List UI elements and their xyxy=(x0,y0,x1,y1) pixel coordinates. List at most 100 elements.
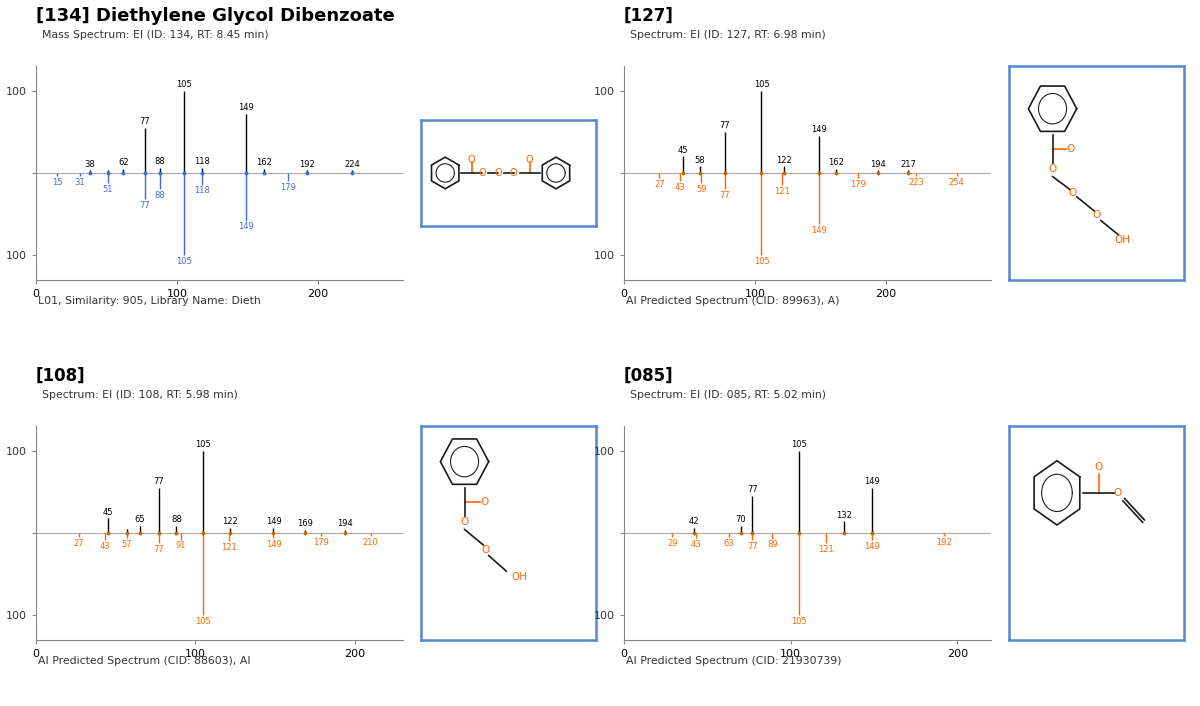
Text: 105: 105 xyxy=(791,617,806,626)
Text: 169: 169 xyxy=(298,519,313,528)
Text: 162: 162 xyxy=(257,158,272,167)
Text: 77: 77 xyxy=(139,117,150,126)
Text: O: O xyxy=(1066,144,1074,154)
Text: 31: 31 xyxy=(74,178,85,187)
Text: O: O xyxy=(1049,164,1057,174)
Text: 45: 45 xyxy=(102,508,113,517)
Text: 51: 51 xyxy=(103,184,113,193)
Text: 179: 179 xyxy=(851,179,866,189)
Text: 77: 77 xyxy=(154,544,164,554)
Text: 105: 105 xyxy=(176,257,192,266)
Text: 118: 118 xyxy=(194,186,210,195)
Text: O: O xyxy=(481,545,490,555)
Text: 105: 105 xyxy=(176,80,192,89)
Text: 88: 88 xyxy=(155,191,166,200)
Text: 192: 192 xyxy=(299,160,314,169)
Text: 118: 118 xyxy=(194,157,210,167)
Text: 70: 70 xyxy=(736,515,746,524)
Text: [108]: [108] xyxy=(36,367,85,385)
Text: 105: 105 xyxy=(754,257,769,266)
Text: 57: 57 xyxy=(121,539,132,549)
Text: 105: 105 xyxy=(196,440,211,449)
Text: 210: 210 xyxy=(362,538,378,547)
Text: 77: 77 xyxy=(154,477,164,486)
Text: O: O xyxy=(1068,189,1076,198)
Text: 194: 194 xyxy=(337,519,353,528)
Text: O: O xyxy=(480,497,488,507)
Text: 122: 122 xyxy=(222,517,239,527)
Text: 217: 217 xyxy=(900,160,916,169)
Text: 43: 43 xyxy=(674,183,685,192)
Text: [127]: [127] xyxy=(624,7,674,25)
Text: 149: 149 xyxy=(864,477,880,486)
Text: L01, Similarity: 905, Library Name: Dieth: L01, Similarity: 905, Library Name: Diet… xyxy=(38,296,262,306)
Text: 149: 149 xyxy=(811,226,827,234)
Text: O: O xyxy=(468,155,475,164)
Text: AI Predicted Spectrum (CID: 89963), A): AI Predicted Spectrum (CID: 89963), A) xyxy=(626,296,840,306)
Text: OH: OH xyxy=(1115,234,1130,244)
Text: 88: 88 xyxy=(170,515,181,524)
Text: 45: 45 xyxy=(678,146,688,155)
Text: 59: 59 xyxy=(696,184,707,193)
Text: 179: 179 xyxy=(313,538,329,547)
Text: 77: 77 xyxy=(720,191,730,200)
Text: O: O xyxy=(1092,210,1100,220)
Text: 149: 149 xyxy=(239,222,254,232)
Text: 194: 194 xyxy=(870,160,886,169)
Text: 63: 63 xyxy=(724,539,734,548)
Text: 162: 162 xyxy=(828,158,844,167)
Text: 15: 15 xyxy=(52,178,62,187)
Text: AI Predicted Spectrum (CID: 21930739): AI Predicted Spectrum (CID: 21930739) xyxy=(626,656,842,666)
Text: 42: 42 xyxy=(689,517,700,527)
Text: 43: 43 xyxy=(690,539,701,549)
Text: OH: OH xyxy=(511,572,528,582)
Text: 27: 27 xyxy=(654,179,665,189)
Text: 43: 43 xyxy=(100,542,110,551)
Text: Spectrum: EI (ID: 127, RT: 6.98 min): Spectrum: EI (ID: 127, RT: 6.98 min) xyxy=(630,30,826,40)
Text: 149: 149 xyxy=(265,539,281,549)
Text: 77: 77 xyxy=(746,485,757,494)
Text: 121: 121 xyxy=(817,544,834,554)
Text: O: O xyxy=(1094,462,1103,472)
Text: Mass Spectrum: EI (ID: 134, RT: 8.45 min): Mass Spectrum: EI (ID: 134, RT: 8.45 min… xyxy=(42,30,269,40)
Text: 122: 122 xyxy=(776,156,792,164)
Text: 149: 149 xyxy=(239,103,254,112)
Text: O: O xyxy=(479,168,486,178)
Text: 77: 77 xyxy=(139,201,150,210)
Text: 105: 105 xyxy=(196,617,211,626)
Text: 88: 88 xyxy=(155,157,166,167)
Text: 179: 179 xyxy=(281,183,296,192)
Text: 105: 105 xyxy=(754,80,769,89)
Text: Spectrum: EI (ID: 108, RT: 5.98 min): Spectrum: EI (ID: 108, RT: 5.98 min) xyxy=(42,390,238,400)
Text: 254: 254 xyxy=(949,178,965,187)
Text: 89: 89 xyxy=(767,541,778,549)
Text: 77: 77 xyxy=(720,121,730,130)
Text: O: O xyxy=(510,168,517,178)
Text: Spectrum: EI (ID: 085, RT: 5.02 min): Spectrum: EI (ID: 085, RT: 5.02 min) xyxy=(630,390,826,400)
Text: 77: 77 xyxy=(746,542,757,551)
Text: 121: 121 xyxy=(774,187,791,196)
Text: 149: 149 xyxy=(811,125,827,134)
Text: 224: 224 xyxy=(344,160,360,169)
Text: 121: 121 xyxy=(221,543,236,552)
Text: 29: 29 xyxy=(667,539,678,548)
Text: 149: 149 xyxy=(864,542,880,551)
Text: O: O xyxy=(461,517,469,527)
Text: 149: 149 xyxy=(265,517,281,527)
Text: 192: 192 xyxy=(936,538,952,547)
Text: 38: 38 xyxy=(84,160,95,169)
Text: AI Predicted Spectrum (CID: 88603), AI: AI Predicted Spectrum (CID: 88603), AI xyxy=(38,656,251,666)
Text: 91: 91 xyxy=(175,542,186,550)
Text: 105: 105 xyxy=(791,440,806,449)
Text: 65: 65 xyxy=(134,515,145,524)
Text: 62: 62 xyxy=(118,158,128,167)
Text: [134] Diethylene Glycol Dibenzoate: [134] Diethylene Glycol Dibenzoate xyxy=(36,7,395,25)
Text: 223: 223 xyxy=(908,178,924,187)
Text: 27: 27 xyxy=(73,539,84,548)
Text: O: O xyxy=(494,168,502,178)
Text: 132: 132 xyxy=(836,511,852,520)
Text: [085]: [085] xyxy=(624,367,673,385)
Text: O: O xyxy=(1114,488,1122,498)
Text: O: O xyxy=(526,155,534,164)
Text: 58: 58 xyxy=(695,156,706,164)
